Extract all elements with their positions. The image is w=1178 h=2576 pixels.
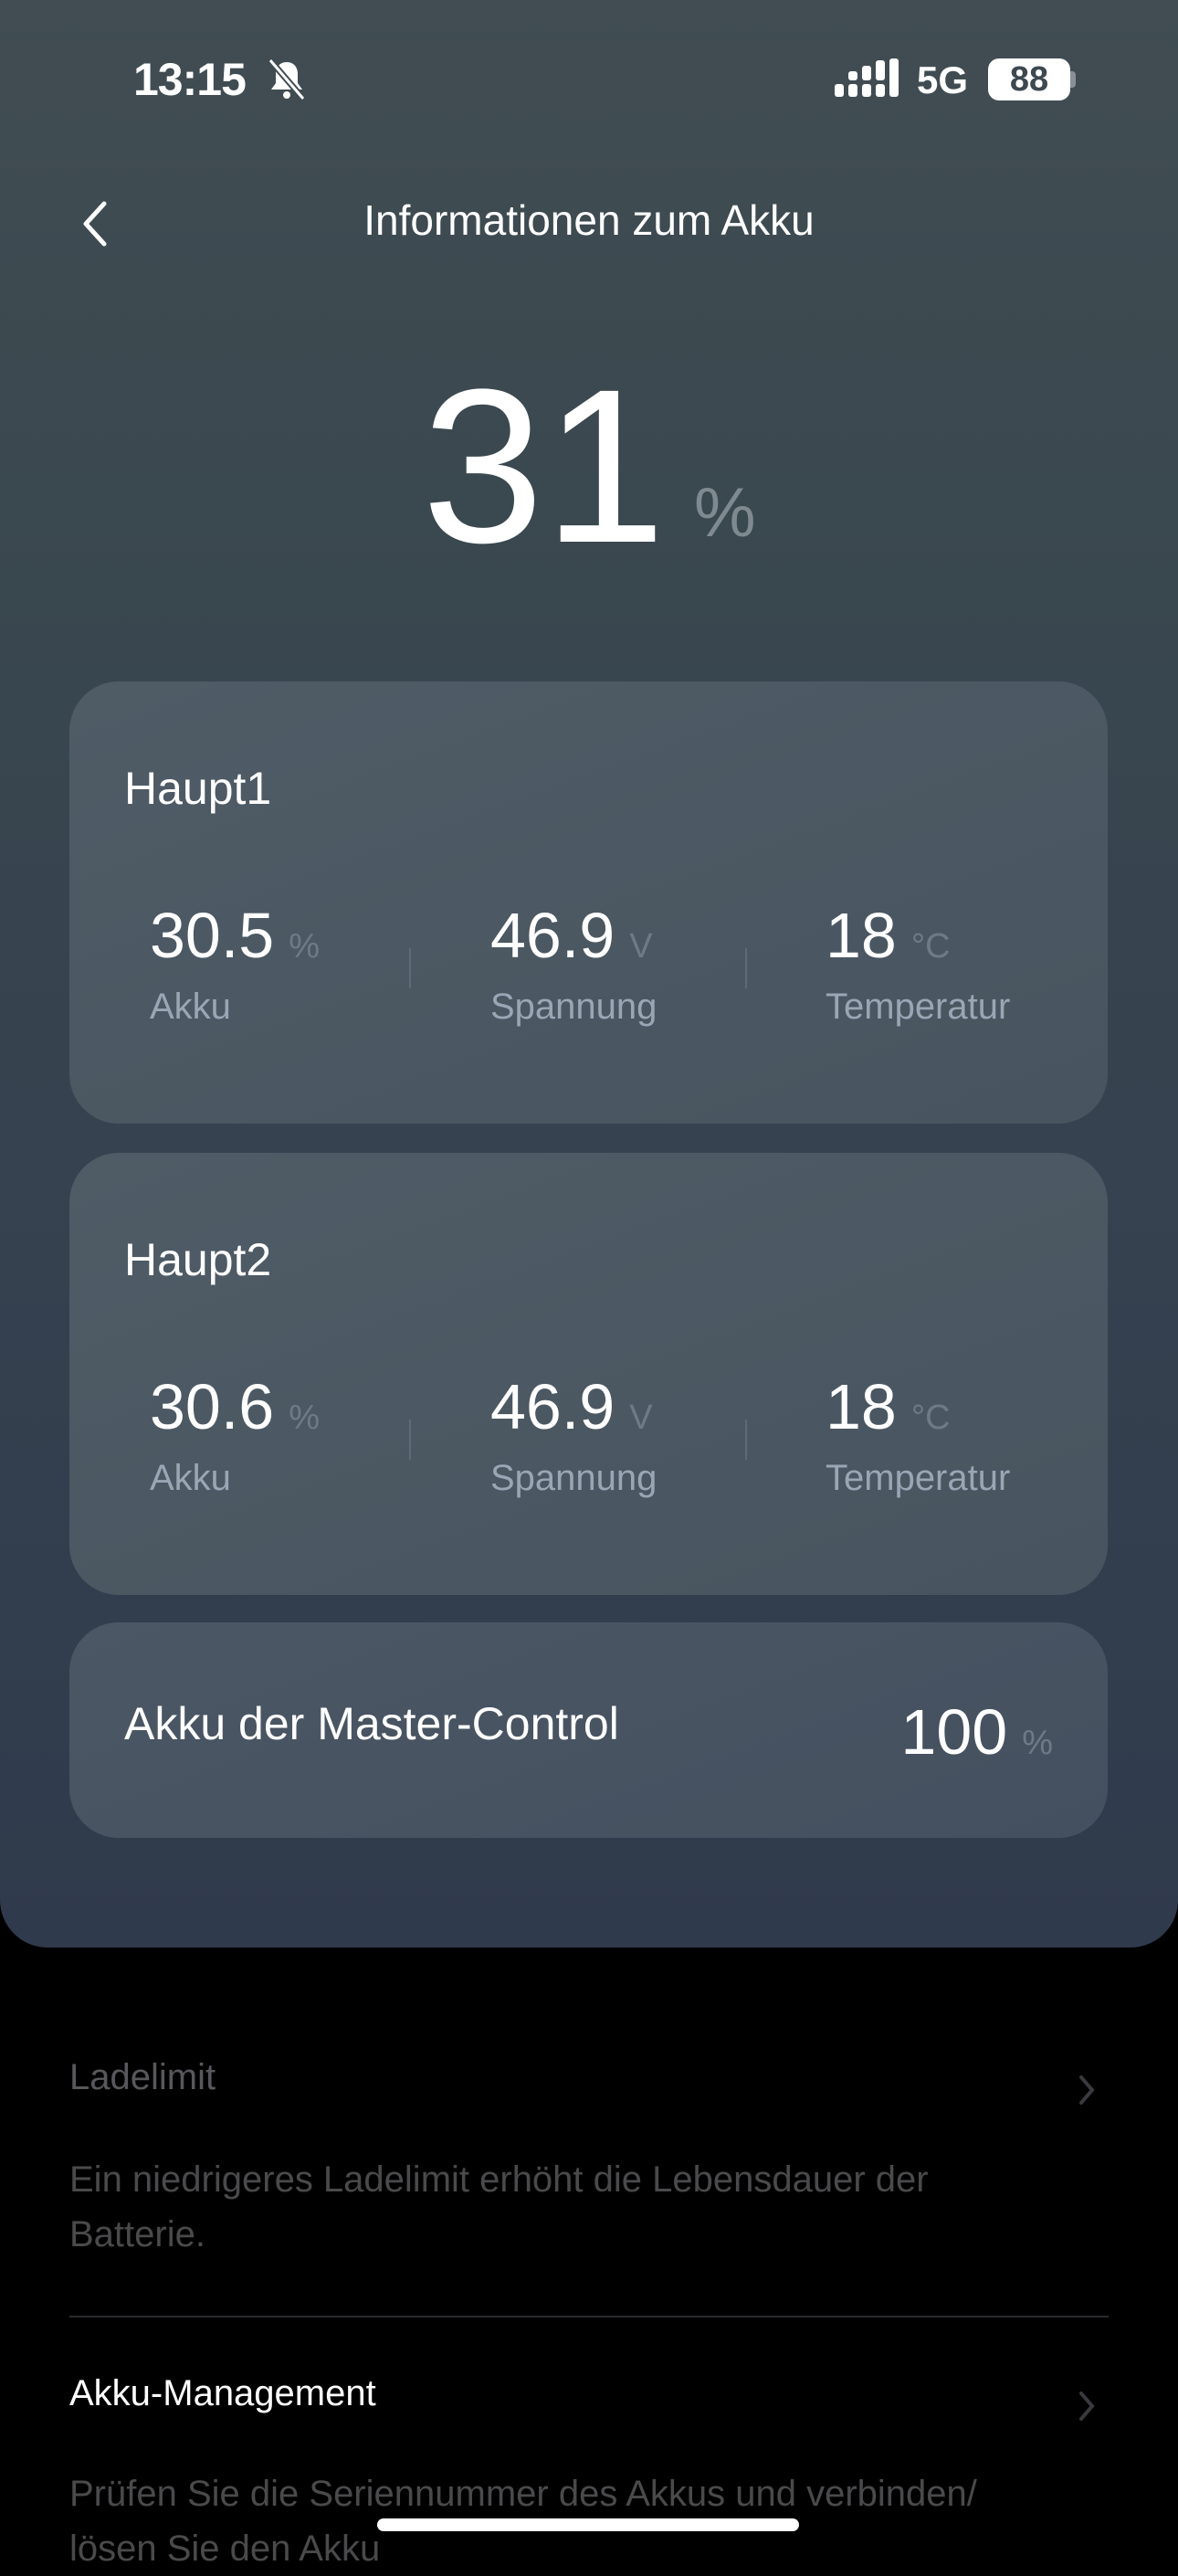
divider [745,1420,747,1460]
battery-pack-card: Haupt1 30.5% Akku 46.9 V Spannung 18 °C Te… [69,681,1108,1124]
pack-temperature: 18 °C [826,900,951,971]
pack-charge: 30.5% [150,900,321,971]
master-control-label: Akku der Master-Control [124,1698,619,1749]
battery-level: 88 [988,58,1070,100]
battery-pack-card: Haupt2 30.6% Akku 46.9 V Spannung 18 °C Te… [69,1153,1108,1595]
master-control-value: 100% [900,1696,1053,1768]
pack-charge-label: Akku [150,1458,231,1498]
pack-name: Haupt1 [124,763,272,814]
page-title: Informationen zum Akku [363,196,815,244]
pack-voltage-label: Spannung [490,987,657,1027]
pack-voltage: 46.9 V [490,1371,653,1442]
chevron-left-icon[interactable] [73,196,119,251]
network-type: 5G [917,58,969,101]
pack-voltage: 46.9 V [490,900,653,971]
battery-cap-icon [1070,71,1076,88]
bell-slash-icon [268,58,306,101]
overall-battery-value: 31 [422,343,666,588]
battery-management-title[interactable]: Akku-Management [69,2373,376,2413]
chevron-right-icon[interactable] [1076,2388,1098,2424]
pack-temperature-label: Temperatur [826,987,1011,1027]
pack-temperature-label: Temperatur [826,1458,1011,1498]
divider [745,948,747,988]
master-control-card: Akku der Master-Control 100% [69,1622,1108,1838]
signal-icon [835,58,899,97]
pack-charge-label: Akku [150,987,231,1027]
charge-limit-title[interactable]: Ladelimit [69,2057,216,2097]
pack-name: Haupt2 [124,1234,272,1285]
divider [409,1420,411,1460]
pack-voltage-label: Spannung [490,1458,657,1498]
home-indicator[interactable] [377,2518,799,2531]
chevron-right-icon[interactable] [1076,2072,1098,2108]
divider [409,948,411,988]
charge-limit-description: Ein niedrigeres Ladelimit erhöht die Leb… [69,2159,929,2254]
divider [69,2316,1109,2317]
pack-temperature: 18 °C [826,1371,951,1442]
battery-management-description: Prüfen Sie die Seriennummer des Akkus un… [69,2474,977,2569]
pack-charge: 30.6% [150,1371,321,1442]
battery-info-panel: 13:15 5G 88 Informationen zum Akku 31 % … [0,0,1178,1948]
overall-battery-unit: % [694,474,756,552]
status-time: 13:15 [133,54,247,105]
